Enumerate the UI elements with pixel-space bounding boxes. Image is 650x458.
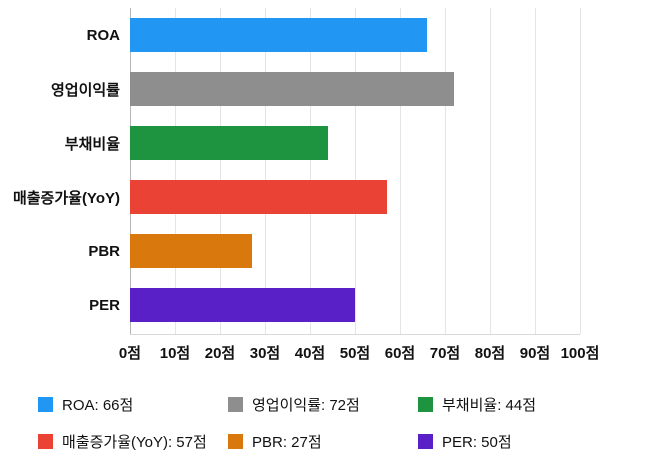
bar-track — [130, 180, 580, 214]
bar-ROA — [130, 18, 427, 52]
bar-track — [130, 288, 580, 322]
legend-swatch-icon — [228, 397, 243, 412]
chart-row: 부채비율 — [0, 116, 650, 170]
legend-item: PBR: 27점 — [228, 431, 418, 452]
legend-label: 매출증가율(YoY): 57점 — [62, 434, 207, 451]
chart-row: ROA — [0, 8, 650, 62]
x-tick-label: 80점 — [474, 345, 506, 362]
gridline — [535, 8, 536, 334]
x-tick-label: 40점 — [294, 345, 326, 362]
chart-row: PBR — [0, 224, 650, 278]
gridline — [310, 8, 311, 334]
gridline — [490, 8, 491, 334]
legend-label: PER: 50점 — [442, 434, 512, 451]
gridline — [400, 8, 401, 334]
category-label: 부채비율 — [64, 135, 120, 153]
category-label: PBR — [88, 242, 120, 260]
bar-PER — [130, 288, 355, 322]
legend-swatch-icon — [228, 434, 243, 449]
x-tick-label: 60점 — [384, 345, 416, 362]
x-axis: 0점 10점 20점 30점 40점 50점 60점 70점 80점 90점 100점 — [0, 342, 650, 368]
chart-row: 매출증가율(YoY) — [0, 170, 650, 224]
category-label: PER — [89, 296, 120, 314]
category-label: ROA — [86, 26, 120, 44]
legend-item: PER: 50점 — [418, 431, 618, 452]
category-label: 매출증가율(YoY) — [12, 189, 120, 207]
bar-track — [130, 126, 580, 160]
y-axis-line — [130, 8, 131, 334]
legend-item: 영업이익률: 72점 — [228, 394, 418, 415]
legend-swatch-icon — [418, 397, 433, 412]
bar-track — [130, 234, 580, 268]
legend-label: PBR: 27점 — [252, 434, 322, 451]
legend-item: ROA: 66점 — [38, 394, 228, 415]
x-tick-label: 100점 — [560, 345, 600, 362]
x-tick-label: 10점 — [159, 345, 191, 362]
category-label: 영업이익률 — [50, 81, 120, 99]
legend-swatch-icon — [38, 434, 53, 449]
gridline — [580, 8, 581, 334]
x-tick-label: 30점 — [249, 345, 281, 362]
legend-item: 매출증가율(YoY): 57점 — [38, 431, 228, 452]
bar-부채비율 — [130, 126, 328, 160]
bar-track — [130, 18, 580, 52]
x-tick-label: 50점 — [339, 345, 371, 362]
legend-label: 영업이익률: 72점 — [252, 397, 360, 414]
chart-row: 영업이익률 — [0, 62, 650, 116]
bar-PBR — [130, 234, 252, 268]
gridlines — [130, 8, 581, 335]
gridline — [220, 8, 221, 334]
x-tick-label: 70점 — [429, 345, 461, 362]
gridline — [355, 8, 356, 334]
bar-매출증가율(YoY) — [130, 180, 387, 214]
x-tick-label: 0점 — [118, 345, 142, 362]
legend-label: ROA: 66점 — [62, 397, 134, 414]
bar-track — [130, 72, 580, 106]
chart-row: PER — [0, 278, 650, 332]
x-tick-label: 90점 — [519, 345, 551, 362]
x-tick-label: 20점 — [204, 345, 236, 362]
gridline — [445, 8, 446, 334]
bar-영업이익률 — [130, 72, 454, 106]
gridline — [265, 8, 266, 334]
legend-swatch-icon — [418, 434, 433, 449]
legend-label: 부채비율: 44점 — [442, 397, 537, 414]
gridline — [175, 8, 176, 334]
legend-swatch-icon — [38, 397, 53, 412]
legend-item: 부채비율: 44점 — [418, 394, 618, 415]
